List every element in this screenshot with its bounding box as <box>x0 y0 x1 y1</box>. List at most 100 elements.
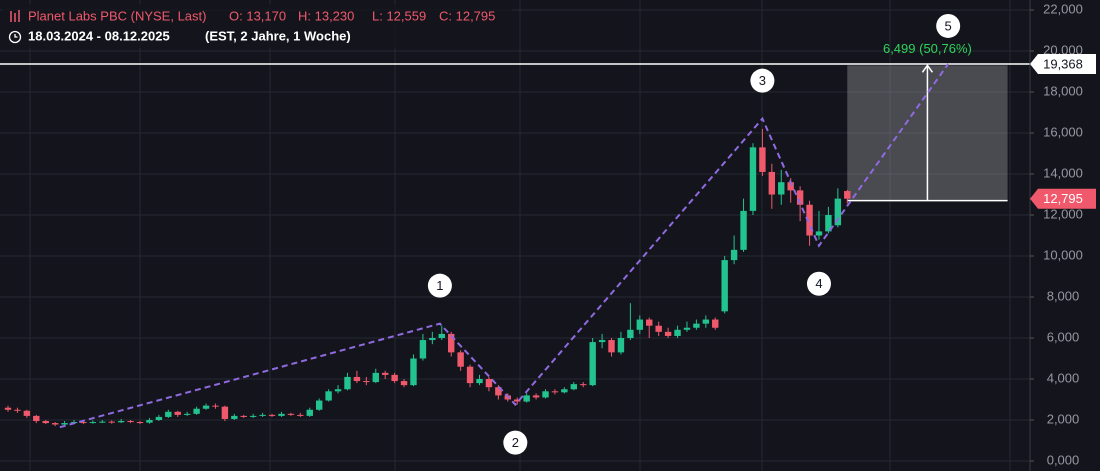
level-label: 19,368 <box>1043 56 1083 71</box>
candle-body <box>476 379 483 384</box>
measure-label: 6,499 (50,76%) <box>883 41 972 56</box>
ohlc-high: H: 13,230 <box>298 8 354 23</box>
wave-line <box>59 63 949 429</box>
candle-body <box>598 340 606 343</box>
candle-body <box>778 182 785 195</box>
candle-body <box>268 414 276 416</box>
candle-body <box>155 416 163 420</box>
candle-body <box>542 391 549 398</box>
ohlc-low: L: 12,559 <box>372 8 426 23</box>
clock-icon <box>8 30 22 44</box>
candle-body <box>183 413 191 415</box>
candle-body <box>834 198 842 226</box>
candle-body <box>806 204 813 236</box>
candle-body <box>51 423 59 425</box>
y-tick-label: 10,000 <box>1043 247 1083 262</box>
candle-body <box>580 384 587 386</box>
y-tick-label: 0,000 <box>1047 452 1080 467</box>
candle-body <box>759 147 766 172</box>
candle-body <box>608 340 615 353</box>
candle-body <box>231 415 238 419</box>
y-tick-label: 14,000 <box>1043 165 1083 180</box>
candle-body <box>174 411 181 415</box>
candle-body <box>495 387 502 396</box>
candle-body <box>306 409 313 416</box>
candle-body <box>721 260 728 312</box>
candle-body <box>400 381 408 386</box>
candle-body <box>89 422 97 424</box>
candle-body <box>740 210 747 250</box>
candle-body <box>674 329 681 336</box>
candle-body <box>344 376 351 390</box>
wave-label: 5 <box>945 18 952 33</box>
candle-body <box>466 366 474 384</box>
candle-body <box>249 415 257 417</box>
wave-marker <box>750 68 775 93</box>
y-tick-label: 8,000 <box>1047 288 1080 303</box>
y-tick-label: 20,000 <box>1043 42 1083 57</box>
candle-body <box>693 323 700 328</box>
last-price-label: 12,795 <box>1043 191 1083 206</box>
candle-body <box>212 405 219 407</box>
candle-body <box>561 389 568 393</box>
vertical-grid <box>29 0 1011 471</box>
wave-marker <box>503 430 528 455</box>
candle-body <box>334 389 342 392</box>
level-label-box <box>1030 53 1096 74</box>
candle-body <box>315 400 323 410</box>
candle-body <box>297 414 304 416</box>
date-range: 18.03.2024 - 08.12.2025 <box>28 28 170 43</box>
measure-arrowhead <box>921 64 934 73</box>
candle-body <box>80 422 87 424</box>
candle-body <box>382 372 389 375</box>
y-tick-label: 12,000 <box>1043 206 1083 221</box>
header-icon <box>10 10 20 22</box>
candle-body <box>33 415 40 422</box>
candle-body <box>844 191 851 199</box>
wave-marker <box>936 13 961 38</box>
candle-body <box>14 409 21 411</box>
candle-body <box>438 333 445 338</box>
wave-label: 3 <box>759 73 766 88</box>
candle-body <box>117 421 125 423</box>
candle-body <box>4 407 12 410</box>
candle-body <box>221 406 229 419</box>
candle-body <box>108 421 115 423</box>
y-tick-label: 18,000 <box>1043 83 1083 98</box>
candle-body <box>136 422 144 424</box>
candle-body <box>655 325 662 332</box>
candle-body <box>165 411 172 417</box>
candle-body <box>410 358 417 386</box>
candle-body <box>712 319 719 328</box>
candle-body <box>391 374 398 382</box>
last-price-label-box <box>1030 188 1096 209</box>
candle-body <box>646 319 653 326</box>
y-tick-label: 16,000 <box>1043 124 1083 139</box>
candle-body <box>99 421 106 423</box>
candle-body <box>825 215 832 232</box>
ohlc-open: O: 13,170 <box>229 8 286 23</box>
candle-body <box>372 372 379 383</box>
candle-body <box>353 376 361 382</box>
candle-body <box>457 352 464 367</box>
candle-body <box>514 399 521 402</box>
wave-label: 1 <box>436 278 443 293</box>
y-tick-label: 4,000 <box>1047 370 1080 385</box>
candle-body <box>419 340 427 359</box>
candle-body <box>202 405 210 409</box>
ohlc-close: C: 12,795 <box>439 8 495 23</box>
candle-body <box>23 410 31 416</box>
candle-body <box>683 327 691 330</box>
wave-marker <box>806 271 831 296</box>
candle-body <box>796 190 804 205</box>
candle-body <box>448 333 455 353</box>
candle-body <box>485 379 493 388</box>
candle-body <box>61 423 68 425</box>
candle-body <box>363 381 370 383</box>
candle-body <box>702 319 710 324</box>
candle-body <box>146 420 153 423</box>
range-info: (EST, 2 Jahre, 1 Woche) <box>205 28 351 43</box>
y-tick-label: 2,000 <box>1047 411 1080 426</box>
candle-body <box>532 395 540 398</box>
